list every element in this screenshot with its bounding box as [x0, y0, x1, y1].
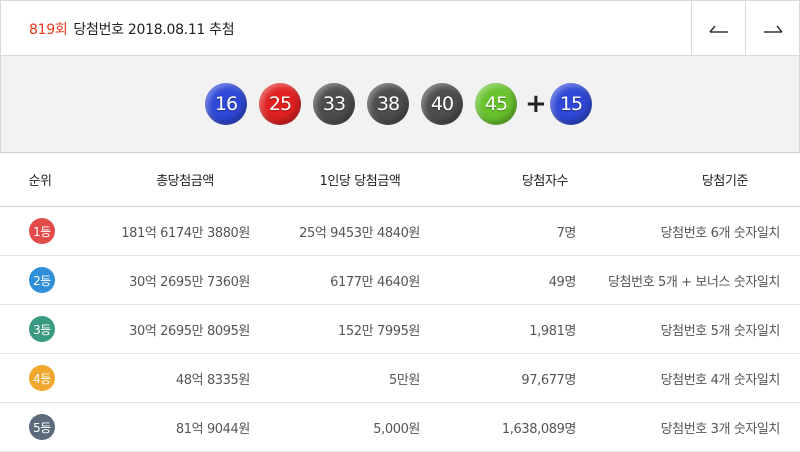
prize-per-winner: 152만 7995원 [338, 323, 420, 339]
criteria: 당첨번호 4개 숫자일치 [660, 372, 781, 388]
rank-badge: 3등 [29, 316, 55, 342]
total-prize: 181억 6174만 3880원 [121, 225, 250, 241]
winning-ball: 16 [205, 83, 247, 125]
criteria: 당첨번호 5개 숫자일치 [660, 323, 781, 339]
table-row: 3등 30억 2695만 8095원 152만 7995원 1,981명 당첨번… [0, 305, 800, 354]
rank-badge: 4등 [29, 365, 55, 391]
table-row: 5등 81억 9044원 5,000원 1,638,089명 당첨번호 3개 숫… [0, 403, 800, 452]
table-row: 2등 30억 2695만 7360원 6177만 4640원 49명 당첨번호 … [0, 256, 800, 305]
result-header: 819회 당첨번호 2018.08.11 추첨 [0, 0, 800, 56]
prize-per-winner: 25억 9453만 4840원 [299, 225, 420, 241]
winner-count: 97,677명 [521, 372, 576, 388]
winner-count: 49명 [548, 274, 577, 290]
header-criteria: 당첨기준 [701, 174, 749, 189]
next-round-button[interactable] [745, 1, 799, 55]
draw-title: 819회 당첨번호 2018.08.11 추첨 [29, 19, 235, 39]
prize-per-winner: 5,000원 [373, 421, 420, 437]
criteria: 당첨번호 3개 숫자일치 [660, 421, 781, 437]
total-prize: 81억 9044원 [175, 421, 250, 437]
winning-ball: 45 [475, 83, 517, 125]
total-prize: 30억 2695만 8095원 [129, 323, 250, 339]
rank-badge: 1등 [29, 218, 55, 244]
rank-badge: 2등 [29, 267, 55, 293]
arrow-right-icon [763, 25, 783, 33]
total-prize: 30억 2695만 7360원 [129, 274, 250, 290]
arrow-left-icon [708, 25, 728, 33]
winning-ball: 38 [367, 83, 409, 125]
winning-numbers: 16 25 33 38 40 45 + 15 [0, 56, 800, 152]
table-row: 1등 181억 6174만 3880원 25억 9453만 4840원 7명 당… [0, 207, 800, 256]
winner-count: 7명 [556, 225, 577, 241]
plus-sign: + [525, 89, 547, 119]
prize-per-winner: 5만원 [389, 372, 420, 388]
criteria: 당첨번호 5개 + 보너스 숫자일치 [607, 274, 780, 290]
header-rank: 순위 [28, 174, 52, 189]
winner-count: 1,981명 [529, 323, 576, 339]
previous-round-button[interactable] [691, 1, 745, 55]
header-total-prize: 총당첨금액 [156, 174, 214, 189]
winning-ball: 33 [313, 83, 355, 125]
winning-ball: 40 [421, 83, 463, 125]
winning-ball: 25 [259, 83, 301, 125]
table-header-row: 순위 총당첨금액 1인당 당첨금액 당첨자수 당첨기준 [0, 152, 800, 207]
bonus-ball: 15 [550, 83, 592, 125]
draw-date-title: 당첨번호 2018.08.11 추첨 [73, 22, 235, 38]
prize-table: 순위 총당첨금액 1인당 당첨금액 당첨자수 당첨기준 1등 181억 6174… [0, 152, 800, 452]
criteria: 당첨번호 6개 숫자일치 [660, 225, 781, 241]
header-winner-count: 당첨자수 [521, 174, 569, 189]
round-number: 819회 [29, 22, 68, 38]
total-prize: 48억 8335원 [175, 372, 250, 388]
prize-per-winner: 6177만 4640원 [330, 274, 420, 290]
winner-count: 1,638,089명 [501, 421, 577, 437]
rank-badge: 5등 [29, 414, 55, 440]
header-prize-per-winner: 1인당 당첨금액 [319, 174, 401, 189]
table-row: 4등 48억 8335원 5만원 97,677명 당첨번호 4개 숫자일치 [0, 354, 800, 403]
